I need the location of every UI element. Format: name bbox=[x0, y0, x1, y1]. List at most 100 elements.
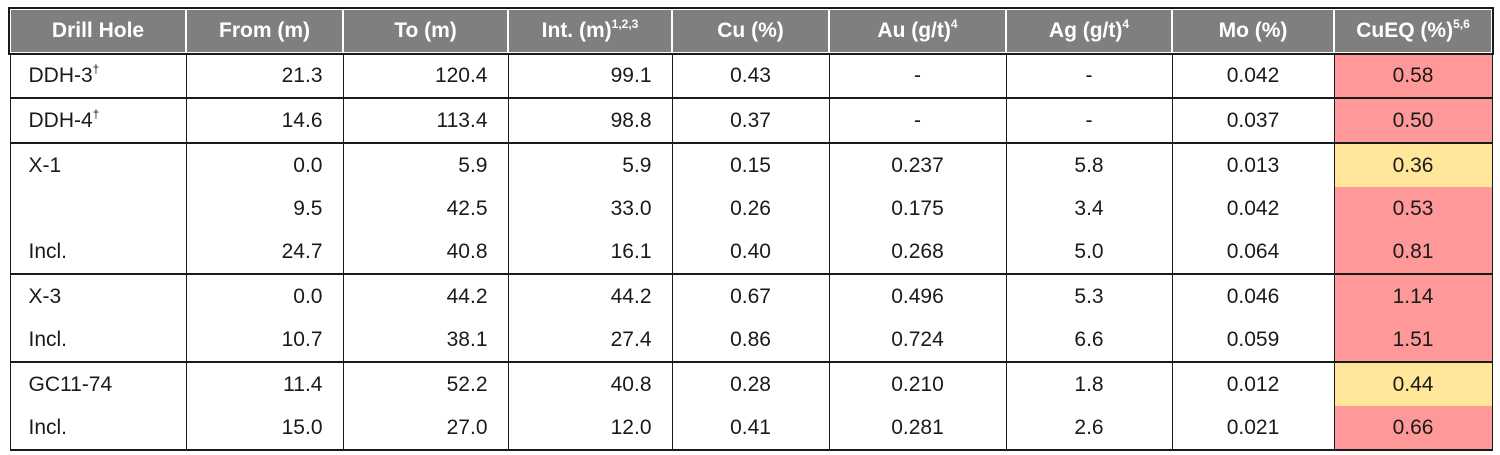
mo-cell: 0.046 bbox=[1171, 273, 1335, 318]
column-header: Drill Hole bbox=[9, 8, 187, 54]
to-cell: 27.0 bbox=[342, 406, 509, 451]
ag-cell: - bbox=[1005, 97, 1173, 144]
drill-hole-cell: X-1 bbox=[9, 142, 187, 187]
interval-cell-value: 12.0 bbox=[610, 415, 652, 439]
from-cell-value: 24.7 bbox=[281, 239, 323, 263]
table-row: DDH-4† 14.6 113.4 98.8 0.37 - - 0.037 0.50 bbox=[9, 97, 1493, 144]
interval-cell: 98.8 bbox=[507, 97, 673, 144]
footnote-ref: 5,6 bbox=[1453, 17, 1470, 31]
mo-cell-value: 0.059 bbox=[1226, 327, 1280, 351]
from-cell: 10.7 bbox=[185, 318, 344, 363]
interval-cell-value: 16.1 bbox=[610, 239, 652, 263]
mo-cell-value: 0.042 bbox=[1226, 63, 1280, 87]
interval-cell: 12.0 bbox=[507, 406, 673, 451]
column-header: To (m) bbox=[342, 8, 509, 54]
from-cell-value: 0.0 bbox=[293, 284, 323, 308]
column-header-label: Drill Hole bbox=[51, 19, 145, 42]
ag-cell: 1.8 bbox=[1005, 361, 1173, 406]
to-cell: 120.4 bbox=[342, 52, 509, 99]
drill-hole-cell-value: DDH-3 bbox=[28, 63, 93, 87]
cu-cell-value: 0.28 bbox=[730, 372, 771, 396]
au-cell: 0.496 bbox=[828, 273, 1007, 318]
drill-hole-cell: Incl. bbox=[9, 318, 187, 363]
to-cell: 113.4 bbox=[342, 97, 509, 144]
to-cell-value: 113.4 bbox=[436, 108, 488, 132]
cueq-cell: 1.51 bbox=[1333, 318, 1493, 363]
drill-hole-cell: Incl. bbox=[9, 230, 187, 275]
au-cell-value: 0.268 bbox=[891, 239, 944, 263]
mo-cell-value: 0.046 bbox=[1226, 284, 1280, 308]
to-cell: 5.9 bbox=[342, 142, 509, 187]
from-cell: 0.0 bbox=[185, 273, 344, 318]
cueq-cell-value: 0.66 bbox=[1392, 415, 1434, 439]
cueq-cell-value: 0.36 bbox=[1392, 153, 1434, 177]
ag-cell: 5.8 bbox=[1005, 142, 1173, 187]
cueq-cell-value: 0.81 bbox=[1392, 239, 1434, 263]
to-cell: 44.2 bbox=[342, 273, 509, 318]
from-cell-value: 10.7 bbox=[281, 327, 323, 351]
ag-cell: 5.3 bbox=[1005, 273, 1173, 318]
au-cell-value: 0.175 bbox=[891, 196, 944, 220]
au-cell: - bbox=[828, 97, 1007, 144]
au-cell-value: 0.237 bbox=[891, 153, 944, 177]
cueq-cell: 0.58 bbox=[1333, 52, 1493, 99]
footnote-ref: 4 bbox=[1122, 17, 1130, 31]
column-header: Mo (%) bbox=[1171, 8, 1335, 54]
cu-cell: 0.28 bbox=[671, 361, 830, 406]
cueq-cell-value: 0.58 bbox=[1392, 63, 1434, 87]
drill-hole-cell: DDH-4† bbox=[9, 97, 187, 144]
ag-cell-value: - bbox=[1085, 108, 1093, 132]
cu-cell-value: 0.67 bbox=[730, 284, 771, 308]
from-cell: 9.5 bbox=[185, 187, 344, 230]
mo-cell: 0.042 bbox=[1171, 187, 1335, 230]
from-cell: 21.3 bbox=[185, 52, 344, 99]
au-cell-value: 0.281 bbox=[891, 415, 944, 439]
drill-hole-cell: X-3 bbox=[9, 273, 187, 318]
cueq-cell: 0.66 bbox=[1333, 406, 1493, 451]
au-cell: - bbox=[828, 52, 1007, 99]
cu-cell-value: 0.41 bbox=[730, 415, 771, 439]
cu-cell-value: 0.43 bbox=[730, 63, 771, 87]
cu-cell: 0.67 bbox=[671, 273, 830, 318]
ag-cell: 5.0 bbox=[1005, 230, 1173, 275]
mo-cell-value: 0.064 bbox=[1226, 239, 1280, 263]
column-header: From (m) bbox=[185, 8, 344, 54]
to-cell: 52.2 bbox=[342, 361, 509, 406]
table-row: DDH-3† 21.3 120.4 99.1 0.43 - - 0.042 0.58 bbox=[9, 52, 1493, 99]
drill-hole-cell: GC11-74 bbox=[9, 361, 187, 406]
column-header-label: Cu (%) bbox=[717, 19, 784, 42]
column-header-label: Mo (%) bbox=[1218, 19, 1288, 42]
column-header-label: To (m) bbox=[394, 19, 457, 42]
drill-hole-cell-value: DDH-4 bbox=[28, 108, 93, 132]
interval-cell: 33.0 bbox=[507, 187, 673, 230]
cueq-cell: 0.81 bbox=[1333, 230, 1493, 275]
au-cell-value: 0.724 bbox=[891, 327, 944, 351]
from-cell: 0.0 bbox=[185, 142, 344, 187]
column-header-label: Au (g/t) bbox=[877, 19, 951, 42]
cu-cell: 0.41 bbox=[671, 406, 830, 451]
to-cell: 38.1 bbox=[342, 318, 509, 363]
mo-cell: 0.037 bbox=[1171, 97, 1335, 144]
column-header-label: Int. (m) bbox=[541, 19, 612, 42]
table-body: DDH-3† 21.3 120.4 99.1 0.43- -0.042 0.58 DDH-4†… bbox=[9, 52, 1493, 451]
from-cell-value: 0.0 bbox=[293, 153, 323, 177]
to-cell-value: 40.8 bbox=[446, 239, 488, 263]
cueq-cell: 1.14 bbox=[1333, 273, 1493, 318]
drill-hole-cell-value: Incl. bbox=[28, 239, 68, 263]
au-cell: 0.724 bbox=[828, 318, 1007, 363]
ag-cell: 6.6 bbox=[1005, 318, 1173, 363]
footnote-ref: 4 bbox=[950, 17, 958, 31]
interval-cell-value: 33.0 bbox=[610, 196, 652, 220]
table-row: X-3 0.0 44.2 44.2 0.67 0.496 5.3 0.046 1.14 bbox=[9, 273, 1493, 318]
to-cell-value: 42.5 bbox=[446, 196, 488, 220]
from-cell: 15.0 bbox=[185, 406, 344, 451]
cueq-cell: 0.44 bbox=[1333, 361, 1493, 406]
from-cell-value: 14.6 bbox=[281, 108, 323, 132]
drill-hole-cell: DDH-3† bbox=[9, 52, 187, 99]
interval-cell: 5.9 bbox=[507, 142, 673, 187]
to-cell-value: 44.2 bbox=[446, 284, 488, 308]
drill-hole-cell: Incl. bbox=[9, 406, 187, 451]
interval-cell-value: 40.8 bbox=[610, 372, 652, 396]
cu-cell: 0.40 bbox=[671, 230, 830, 275]
ag-cell-value: 1.8 bbox=[1074, 372, 1104, 396]
